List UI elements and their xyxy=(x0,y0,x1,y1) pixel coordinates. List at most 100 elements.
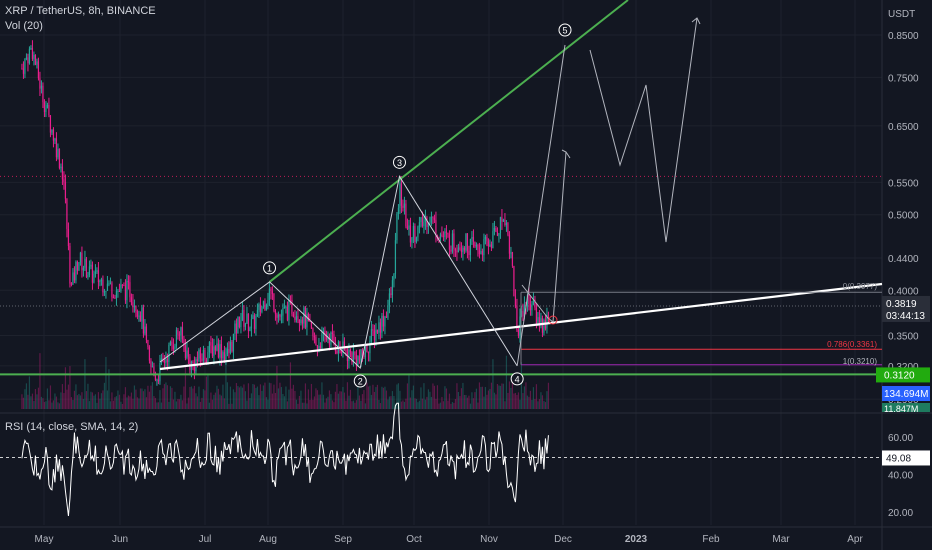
candle-body xyxy=(517,330,520,336)
price-tick-label: 0.5500 xyxy=(888,178,919,189)
candle-body xyxy=(321,333,323,350)
candle-body xyxy=(397,207,400,214)
volume-bar xyxy=(181,400,184,409)
candle-body xyxy=(237,316,239,334)
candle-body xyxy=(111,283,113,298)
candle-body xyxy=(202,349,205,361)
volume-bar xyxy=(454,399,457,409)
candle-body xyxy=(421,217,424,227)
candle-body xyxy=(138,315,140,317)
volume-bar xyxy=(136,397,139,409)
candle-body xyxy=(399,183,401,208)
candle-body xyxy=(390,293,392,295)
volume-bar xyxy=(351,401,353,409)
volume-bar xyxy=(324,402,326,409)
volume-bar xyxy=(310,383,313,409)
candle-body xyxy=(153,366,155,374)
volume-bar xyxy=(301,402,304,409)
chart-header: XRP / TetherUS, 8h, BINANCE Vol (20) xyxy=(5,4,156,34)
volume-bar xyxy=(529,390,532,409)
volume-indicator-label[interactable]: Vol (20) xyxy=(5,20,43,32)
volume-bar xyxy=(345,400,347,409)
candle-body xyxy=(79,252,82,263)
candle-body xyxy=(336,351,338,354)
candle-body xyxy=(409,225,412,243)
volume-bar xyxy=(469,403,472,409)
volume-bar xyxy=(169,386,172,409)
candle-body xyxy=(423,221,425,227)
volume-bar xyxy=(232,389,235,409)
volume-bar xyxy=(144,389,146,409)
volume-bar xyxy=(474,392,476,409)
volume-bar xyxy=(205,376,208,409)
volume-bar xyxy=(447,400,449,409)
candle-body xyxy=(252,315,254,320)
candle-body xyxy=(199,349,202,359)
volume-bar xyxy=(468,395,470,409)
volume-bar xyxy=(327,396,329,409)
candle-body xyxy=(51,129,53,133)
volume-bar xyxy=(226,382,229,409)
volume-bar xyxy=(180,394,182,409)
candle-body xyxy=(84,258,86,268)
chart-title[interactable]: XRP / TetherUS, 8h, BINANCE xyxy=(5,5,156,17)
candle-body xyxy=(63,179,65,183)
candle-body xyxy=(159,362,161,382)
volume-bar xyxy=(331,400,334,409)
rsi-indicator-label[interactable]: RSI (14, close, SMA, 14, 2) xyxy=(5,421,139,433)
fib-label-1: 1(0.3210) xyxy=(843,357,878,366)
volume-bar xyxy=(333,402,335,409)
volume-bar xyxy=(519,399,521,409)
candle-body xyxy=(225,354,227,360)
candle-body xyxy=(228,348,230,353)
wave-label-text: 1 xyxy=(267,263,272,273)
volume-bar xyxy=(382,387,385,409)
volume-bar xyxy=(361,394,364,409)
wave-label-text: 3 xyxy=(397,158,402,168)
candle-body xyxy=(495,227,497,232)
volume-bar xyxy=(390,396,392,409)
volume-bar xyxy=(471,392,473,409)
volume-bar xyxy=(51,402,53,409)
volume-bar xyxy=(166,385,169,409)
candle-body xyxy=(141,307,143,322)
time-tick-label: Nov xyxy=(480,534,498,545)
price-axis-unit: USDT xyxy=(888,9,915,20)
volume-bar xyxy=(159,390,161,409)
candle-body xyxy=(498,233,500,236)
volume-bar xyxy=(313,396,316,409)
candle-body xyxy=(280,315,283,317)
candle-body xyxy=(457,247,460,253)
candle-body xyxy=(226,348,229,355)
volume-bar xyxy=(516,394,518,409)
candle-body xyxy=(292,314,295,317)
volume-bar xyxy=(270,383,272,409)
volume-bar xyxy=(511,382,514,409)
candle-body xyxy=(447,232,449,235)
volume-bar xyxy=(385,390,388,409)
candle-body xyxy=(508,234,511,254)
volume-bar xyxy=(501,383,503,409)
candle-body xyxy=(511,252,514,266)
volume-bar xyxy=(109,401,112,409)
candle-body xyxy=(75,261,77,281)
volume-bar xyxy=(486,394,488,409)
volume-bar xyxy=(285,386,287,409)
candle-body xyxy=(501,217,503,222)
time-tick-label: Apr xyxy=(847,534,863,545)
volume-bar xyxy=(438,403,440,409)
support-price-badge: 0.3120 xyxy=(876,367,930,383)
volume-bar xyxy=(271,393,274,409)
volume-bar xyxy=(483,396,485,409)
candle-body xyxy=(289,299,292,301)
volume-bar xyxy=(25,383,28,409)
candle-body xyxy=(546,315,548,329)
volume-bar xyxy=(216,385,218,409)
time-tick-label: Jul xyxy=(199,534,212,545)
wave-label-circle xyxy=(510,372,524,386)
candle-body xyxy=(217,343,220,358)
volume-bar xyxy=(184,367,187,409)
volume-bar xyxy=(414,398,416,409)
candle-body xyxy=(58,148,61,168)
